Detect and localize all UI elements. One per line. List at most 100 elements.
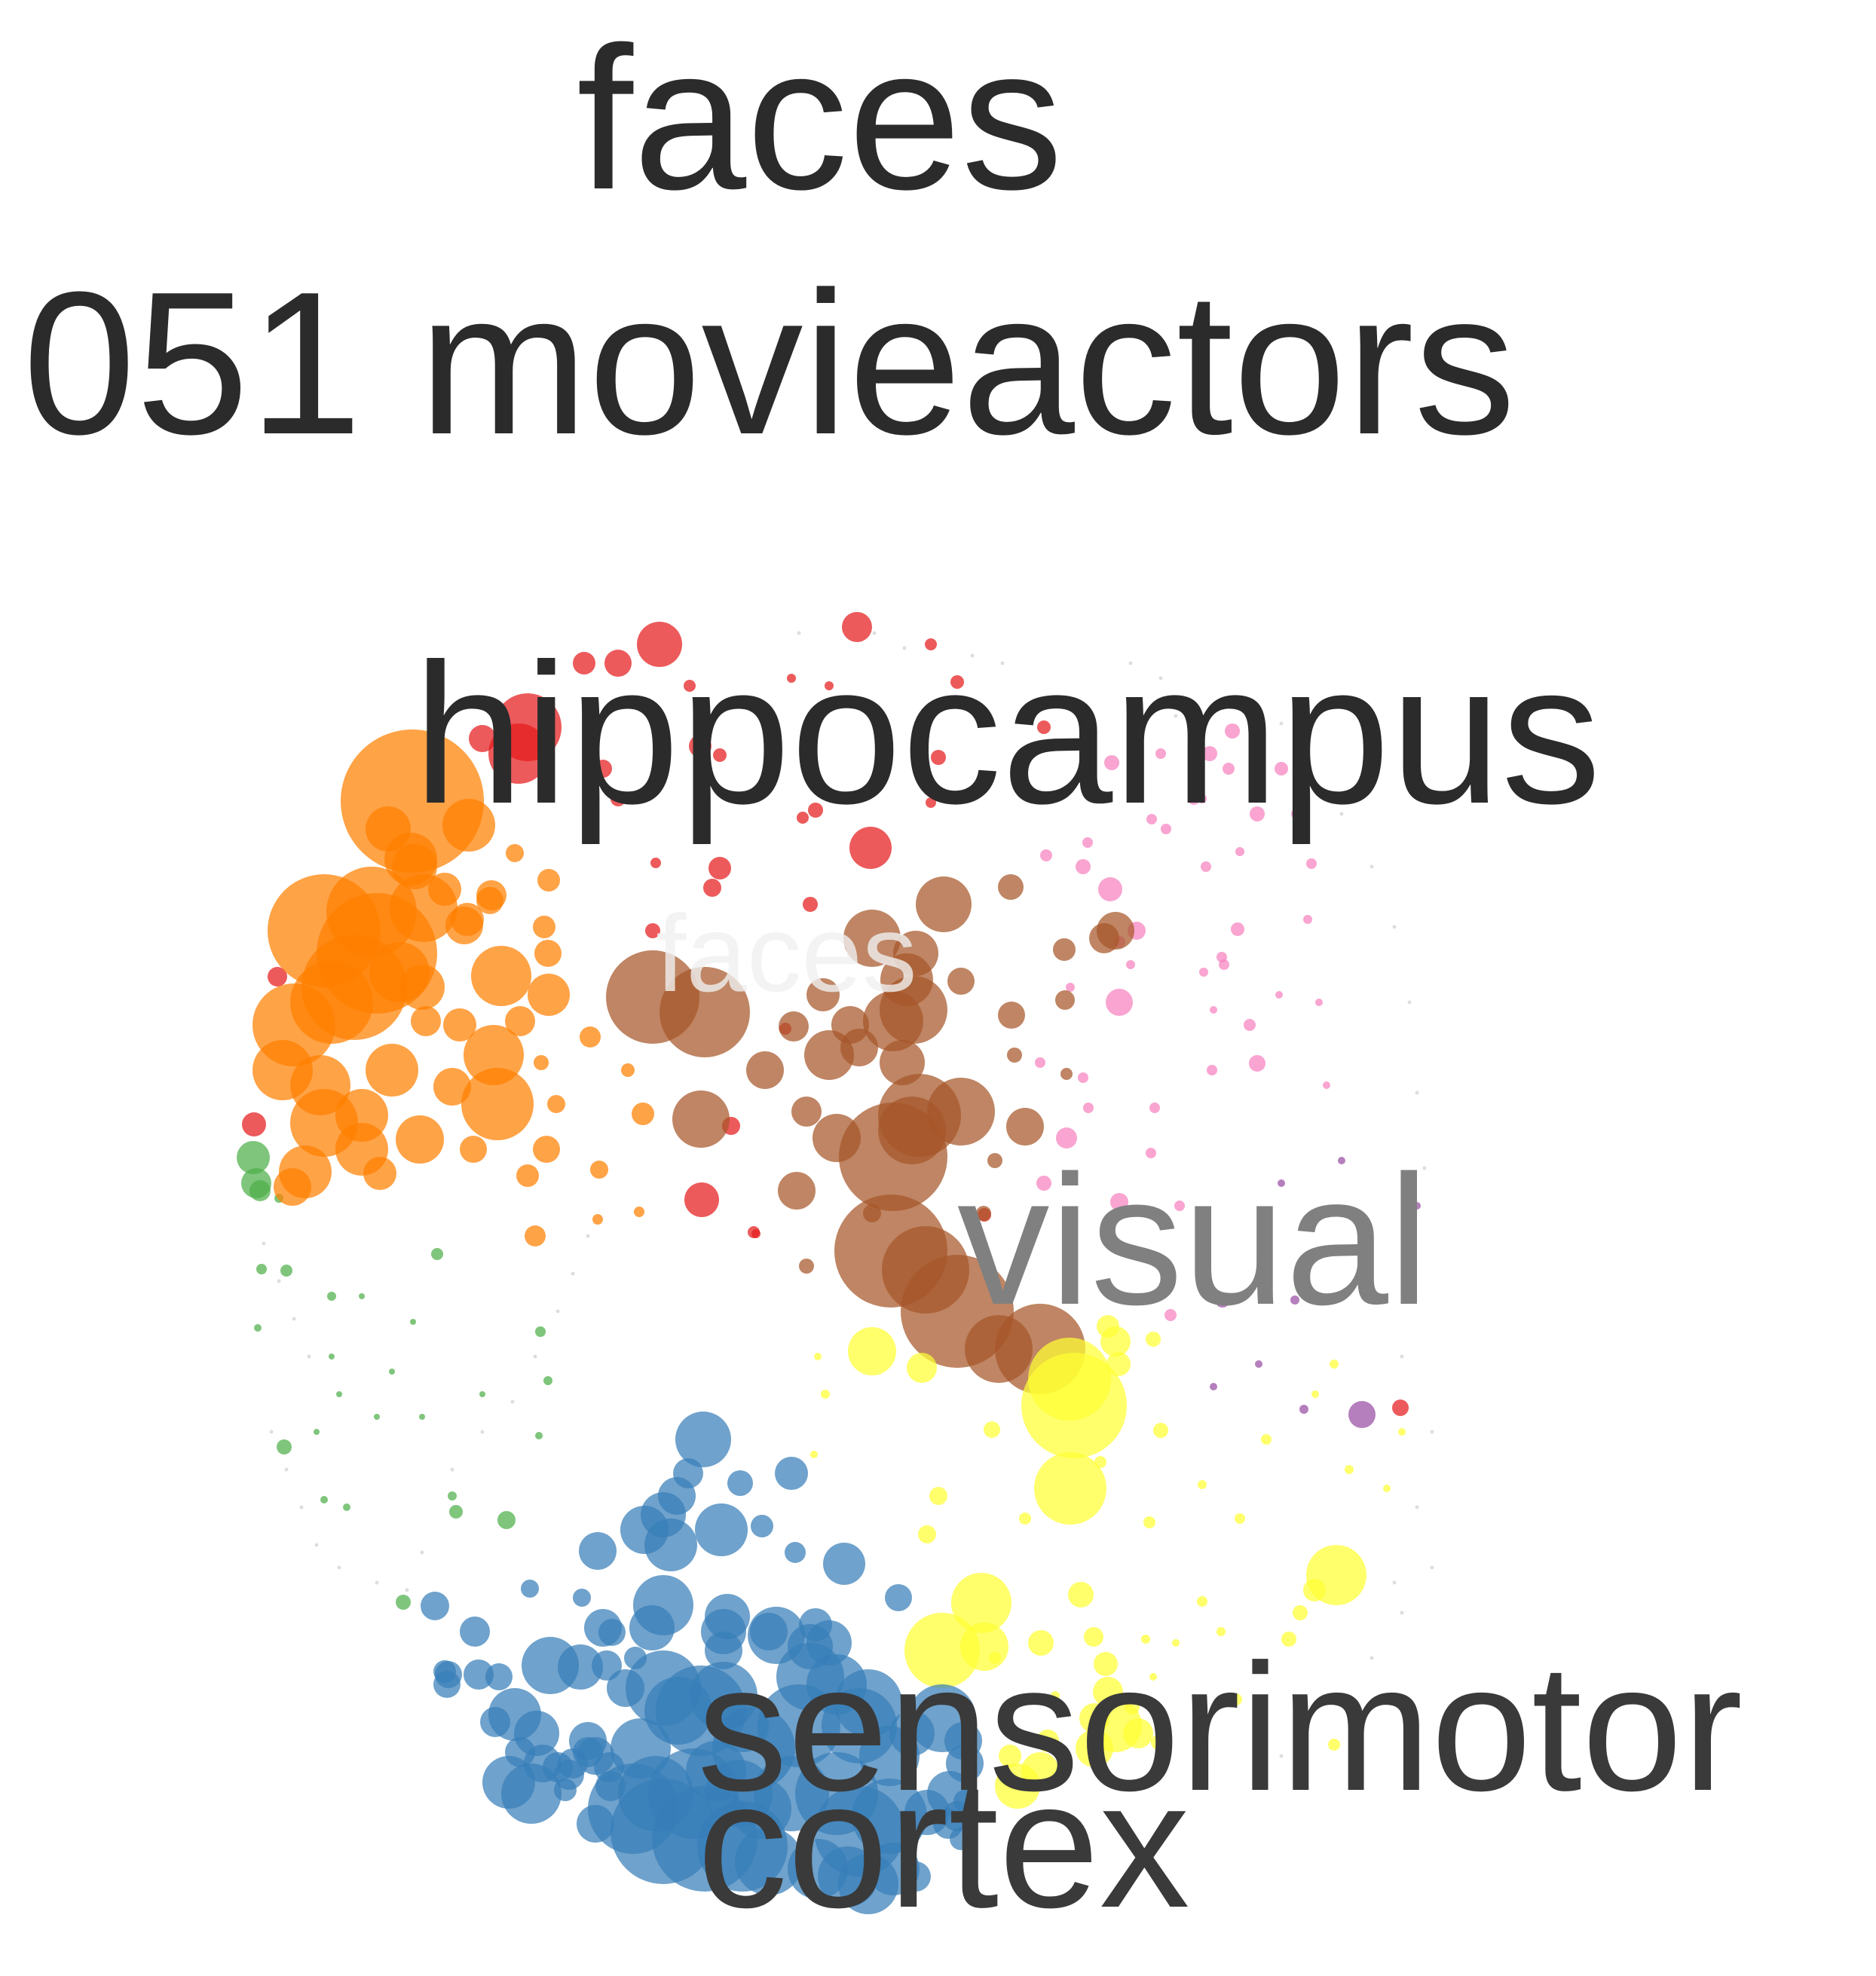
bubble-pink xyxy=(1066,983,1075,992)
bubble-yellow xyxy=(1084,1627,1103,1647)
bubble-blue xyxy=(577,1805,614,1843)
bubble-brown xyxy=(779,1011,809,1042)
bubble-purple xyxy=(1413,1202,1421,1210)
bubble-blue xyxy=(464,1659,494,1690)
cluster-brown xyxy=(606,874,1134,1394)
bubble-brown xyxy=(746,1051,784,1089)
bubble-blue xyxy=(727,1470,753,1496)
bubble-pink xyxy=(1149,1103,1160,1113)
bubble-blue xyxy=(611,1718,671,1779)
bubble-yellow xyxy=(929,1487,947,1505)
background-dot xyxy=(1128,661,1133,665)
bubble-yellow xyxy=(1197,1596,1207,1607)
background-dot xyxy=(277,1279,281,1283)
bubble-yellow xyxy=(1106,1352,1131,1376)
bubble-yellow xyxy=(1172,1639,1180,1647)
background-dot xyxy=(1415,1090,1419,1095)
bubble-orange xyxy=(363,1157,396,1190)
bubble-purple xyxy=(1255,1360,1262,1368)
bubble-orange xyxy=(534,1055,549,1070)
bubble-green xyxy=(256,1264,267,1274)
bubble-yellow xyxy=(1149,1673,1157,1681)
bubble-pink xyxy=(1036,1176,1051,1191)
background-dot xyxy=(1430,1430,1434,1434)
bubble-purple xyxy=(1338,1157,1345,1164)
bubble-yellow xyxy=(1198,1480,1207,1489)
cluster-yellow xyxy=(810,1315,1406,1809)
bubble-blue xyxy=(521,1580,539,1598)
bubble-green xyxy=(359,1293,365,1299)
bubble-yellow xyxy=(1123,1718,1153,1748)
bubble-yellow xyxy=(1330,1360,1339,1369)
bubble-orange xyxy=(442,799,495,852)
cluster-orange xyxy=(252,730,654,1246)
bubble-blue xyxy=(953,1790,976,1812)
bubble-orange xyxy=(621,1063,635,1077)
cluster-green xyxy=(237,1141,552,1610)
bubble-pink xyxy=(1040,849,1052,861)
bubble-yellow xyxy=(821,1390,830,1399)
background-dot xyxy=(1279,1754,1284,1758)
bubble-purple xyxy=(1290,1295,1299,1305)
bubble-yellow xyxy=(1311,1390,1319,1398)
bubble-pink xyxy=(1323,1081,1330,1089)
bubble-red xyxy=(637,622,682,667)
bubble-blue xyxy=(644,1519,697,1571)
bubble-yellow xyxy=(951,1573,1011,1633)
background-dot xyxy=(1400,1354,1404,1359)
background-dot xyxy=(375,1580,379,1585)
background-dot xyxy=(292,1317,296,1321)
background-dot xyxy=(480,1430,485,1434)
bubble-orange xyxy=(506,844,524,862)
bubble-green xyxy=(254,1324,262,1332)
bubble-pink xyxy=(1223,763,1235,775)
bubble-orange xyxy=(537,869,560,892)
bubble-pink xyxy=(1106,989,1133,1016)
background-dot xyxy=(262,1241,266,1246)
bubble-yellow xyxy=(1216,1627,1226,1636)
bubble-green xyxy=(543,1376,552,1385)
bubble-purple xyxy=(1348,1401,1376,1428)
bubble-brown xyxy=(880,1040,925,1085)
bubble-blue xyxy=(751,1515,773,1537)
background-dot xyxy=(586,1234,590,1238)
bubble-yellow xyxy=(1097,1315,1119,1338)
bubble-blue xyxy=(629,1605,675,1650)
bubble-blue xyxy=(579,1532,617,1570)
bubble-blue xyxy=(558,1644,603,1690)
bubble-yellow xyxy=(904,1613,980,1688)
background-dot xyxy=(1407,1000,1412,1005)
bubble-yellow xyxy=(1068,1582,1094,1607)
background-dot xyxy=(314,1543,319,1547)
bubble-pink xyxy=(1231,922,1244,936)
bubble-purple xyxy=(1215,1292,1230,1308)
bubble-pink xyxy=(1056,1127,1077,1149)
background-dot xyxy=(269,1430,274,1434)
bubble-red xyxy=(808,803,823,818)
bubble-red xyxy=(825,681,834,690)
bubble-brown xyxy=(987,1153,1002,1168)
bubble-brown xyxy=(778,1172,816,1210)
bubble-pink xyxy=(1315,999,1323,1006)
bubble-green xyxy=(410,1319,416,1325)
bubble-green xyxy=(396,1595,411,1610)
bubble-yellow xyxy=(1153,1423,1168,1438)
bubble-yellow xyxy=(1230,1693,1242,1705)
bubble-orange xyxy=(471,946,531,1006)
bubble-brown xyxy=(976,1206,991,1221)
bubble-orange xyxy=(580,1026,601,1048)
bubble-pink xyxy=(1161,824,1171,834)
bubble-brown xyxy=(1053,938,1076,961)
bubble-red xyxy=(689,735,712,757)
bubble-blue xyxy=(705,1632,742,1669)
background-dot xyxy=(284,1467,289,1472)
bubble-yellow xyxy=(1034,1452,1106,1525)
bubble-pink xyxy=(1235,847,1244,856)
background-dots xyxy=(262,631,1434,1758)
bubble-orange xyxy=(399,965,445,1010)
bubble-yellow xyxy=(1094,1456,1106,1468)
bubble-pink xyxy=(1275,991,1283,999)
bubble-pink xyxy=(1098,877,1122,901)
bubble-red xyxy=(803,897,818,912)
bubble-brown xyxy=(998,874,1024,900)
